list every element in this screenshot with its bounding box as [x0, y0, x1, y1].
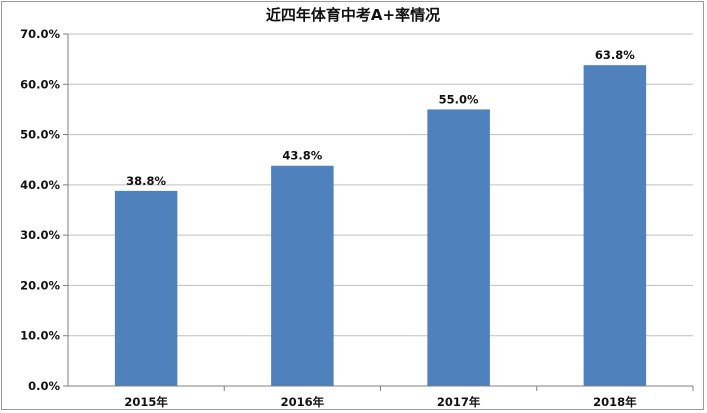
y-tick-label: 40.0% [20, 178, 60, 192]
y-tick-label: 10.0% [20, 329, 60, 343]
y-tick-label: 60.0% [20, 77, 60, 91]
y-axis-tick-labels: 0.0% 10.0% 20.0% 30.0% 40.0% 50.0% 60.0% 70.0% [20, 27, 60, 393]
x-tick-label: 2015年 [124, 395, 168, 409]
x-tick-label: 2018年 [593, 395, 637, 409]
axes [63, 33, 694, 391]
y-tick-label: 50.0% [20, 128, 60, 142]
y-tick-label: 0.0% [28, 379, 60, 393]
x-tick-label: 2017年 [437, 395, 481, 409]
y-tick-label: 20.0% [20, 278, 60, 292]
y-tick-label: 30.0% [20, 228, 60, 242]
y-tick-label: 70.0% [20, 27, 60, 41]
bar [583, 65, 647, 387]
bar [427, 109, 490, 386]
x-tick-label: 2016年 [281, 395, 325, 409]
bar [114, 190, 178, 386]
data-label: 43.8% [282, 149, 322, 163]
data-labels: 38.8% 43.8% 55.0% 63.8% [126, 48, 635, 188]
chart-title: 近四年体育中考A+率情况 [266, 6, 440, 24]
bars [114, 65, 647, 387]
x-axis-tick-labels: 2015年 2016年 2017年 2018年 [124, 395, 637, 409]
data-label: 55.0% [439, 92, 479, 106]
bar [271, 165, 334, 386]
data-label: 38.8% [126, 174, 166, 188]
data-label: 63.8% [595, 48, 635, 62]
